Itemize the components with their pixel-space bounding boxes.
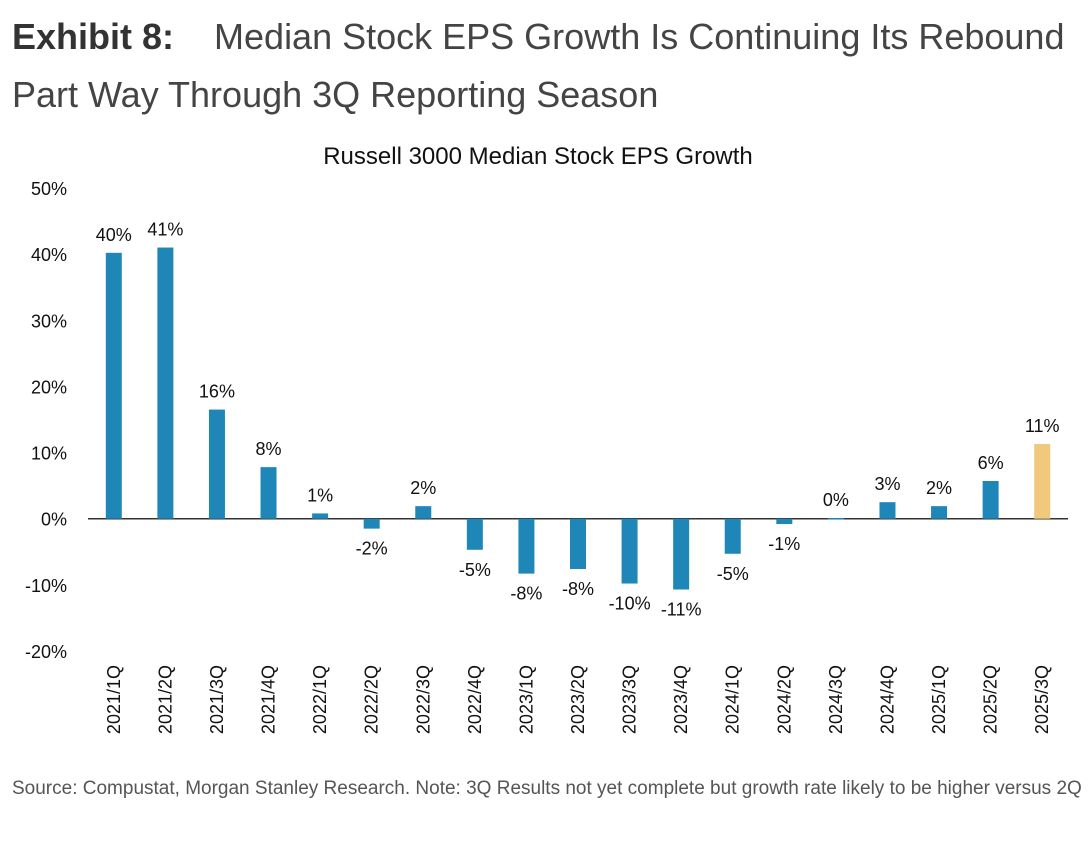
x-tick-label: 2024/2Q [774,665,794,734]
bar-data-label: 1% [307,485,333,505]
bar-data-label: -1% [768,534,800,554]
y-axis: -20% -10% 0% 10% 20% 30% 40% 50% [25,179,1068,662]
bar [621,518,638,584]
bar-data-label: 6% [978,453,1004,473]
bar [260,467,277,519]
bar-data-label: 16% [199,382,235,402]
x-tick-label: 2022/4Q [465,665,485,734]
bar-data-label: -10% [609,594,651,614]
x-tick-label: 2023/1Q [516,665,536,734]
x-tick-label: 2024/1Q [723,665,743,734]
exhibit-label: Exhibit 8: [12,16,175,57]
y-tick-label: 30% [31,311,67,331]
bar [931,506,948,519]
source-note: Source: Compustat, Morgan Stanley Resear… [12,778,1082,799]
bar [776,518,793,525]
bar [105,252,122,519]
bar [879,502,896,519]
bar-data-label: -5% [717,564,749,584]
x-tick-label: 2021/4Q [259,665,279,734]
bar-labels: 40% 41% 16% 8% 1% -2% 2% -5% -8% -8% -10% -11% -5% -1… [96,220,1060,620]
x-tick-label: 2021/1Q [104,665,124,734]
bar-data-label: 0% [823,490,849,510]
x-axis: 2021/1Q 2021/2Q 2021/3Q 2021/4Q 2022/1Q 2022/… [104,665,1052,734]
x-tick-label: 2022/3Q [413,665,433,734]
y-tick-label: 20% [31,377,67,397]
bar [518,518,535,574]
bar-data-label: 3% [874,474,900,494]
bar [570,518,586,569]
y-tick-label: 40% [31,245,67,265]
x-tick-label: 2023/2Q [568,665,588,734]
y-tick-label: -20% [25,642,67,662]
bar [312,513,329,519]
bar [466,518,483,550]
bar-data-label: -8% [510,584,542,604]
x-tick-label: 2023/4Q [671,665,691,734]
bar [724,518,741,554]
x-tick-label: 2023/3Q [620,665,640,734]
x-tick-label: 2024/3Q [826,665,846,734]
x-tick-label: 2021/2Q [155,665,175,734]
bar [827,518,844,520]
bar [157,247,174,519]
x-tick-label: 2021/3Q [207,665,227,734]
bar [982,481,999,519]
bar-data-label: 8% [256,439,282,459]
bars [105,247,1051,590]
exhibit-header: Exhibit 8: Median Stock EPS Growth Is Con… [12,8,1082,124]
chart-title: Russell 3000 Median Stock EPS Growth [323,143,753,170]
bar [673,518,690,590]
exhibit-title: Median Stock EPS Growth Is Continuing It… [12,16,1065,115]
y-tick-label: 50% [31,179,67,199]
x-tick-label: 2025/1Q [929,665,949,734]
bar [363,518,380,529]
x-tick-label: 2025/2Q [981,665,1001,734]
x-tick-label: 2022/2Q [362,665,382,734]
bar-data-label: -8% [562,579,594,599]
bar [1034,443,1051,519]
y-tick-label: -10% [25,576,67,596]
bar [415,506,432,519]
bar-data-label: 2% [410,478,436,498]
bar-data-label: -5% [459,560,491,580]
bar-data-label: -2% [356,539,388,559]
y-tick-label: 10% [31,444,67,464]
x-tick-label: 2025/3Q [1032,665,1052,734]
x-tick-label: 2022/1Q [310,665,330,734]
bar-data-label: 2% [926,478,952,498]
bar-data-label: 11% [1025,416,1060,436]
eps-growth-bar-chart: Russell 3000 Median Stock EPS Growth -20… [25,143,1068,734]
x-tick-label: 2024/4Q [877,665,897,734]
bar-data-label: 40% [96,225,132,245]
bar-data-label: 41% [147,220,183,240]
y-tick-label: 0% [41,510,67,530]
bar [208,409,225,519]
bar-data-label: -11% [661,599,702,619]
